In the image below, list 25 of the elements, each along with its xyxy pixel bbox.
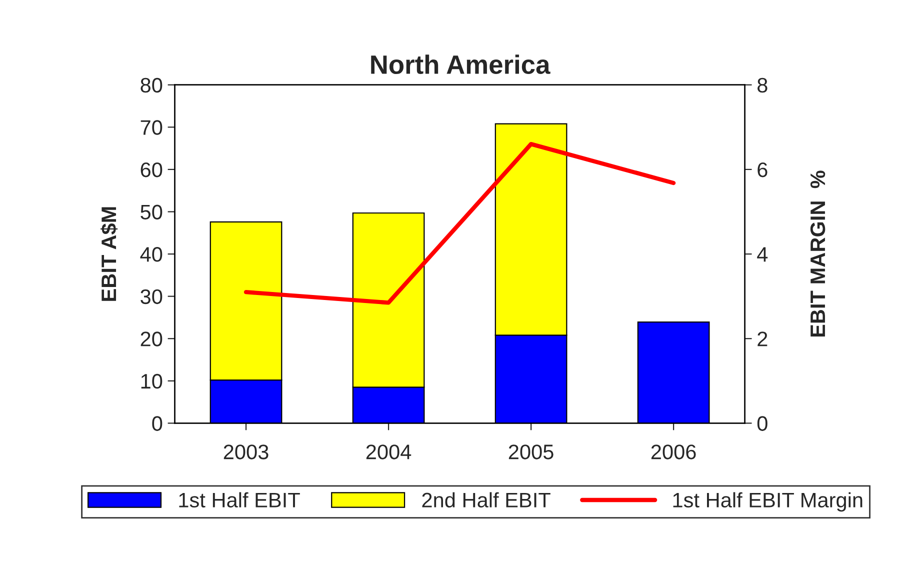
x-tick-label: 2003	[224, 444, 268, 460]
y-axis-title: EBIT A$M	[100, 207, 118, 301]
y-tick-label: 40	[140, 247, 162, 262]
legend-label: 1st Half EBIT Margin	[673, 492, 862, 512]
legend-label: 1st Half EBIT	[179, 492, 300, 508]
y2-tick-label: 2	[758, 332, 768, 346]
y2-tick-label: 6	[758, 162, 768, 178]
y2-tick-label: 8	[758, 78, 768, 93]
y2-axis-title: EBIT MARGIN %	[810, 170, 826, 337]
legend-label: 2nd Half EBIT	[422, 492, 550, 508]
y-tick-label: 10	[141, 374, 162, 389]
y-tick-label: 80	[140, 78, 162, 93]
y-tick-label: 0	[152, 416, 162, 431]
y-tick-label: 20	[140, 332, 162, 346]
y2-tick-label: 0	[757, 416, 768, 431]
y2-tick-label: 4	[757, 247, 768, 262]
y-tick-label: 30	[140, 289, 162, 304]
y-tick-label: 70	[140, 120, 162, 135]
y-tick-label: 60	[140, 162, 162, 178]
x-tick-label: 2005	[508, 444, 554, 460]
x-tick-label: 2006	[651, 444, 696, 460]
y-tick-label: 50	[140, 204, 162, 220]
line-series	[244, 142, 676, 305]
x-tick-label: 2004	[366, 444, 412, 460]
chart-title: North America	[371, 54, 550, 74]
